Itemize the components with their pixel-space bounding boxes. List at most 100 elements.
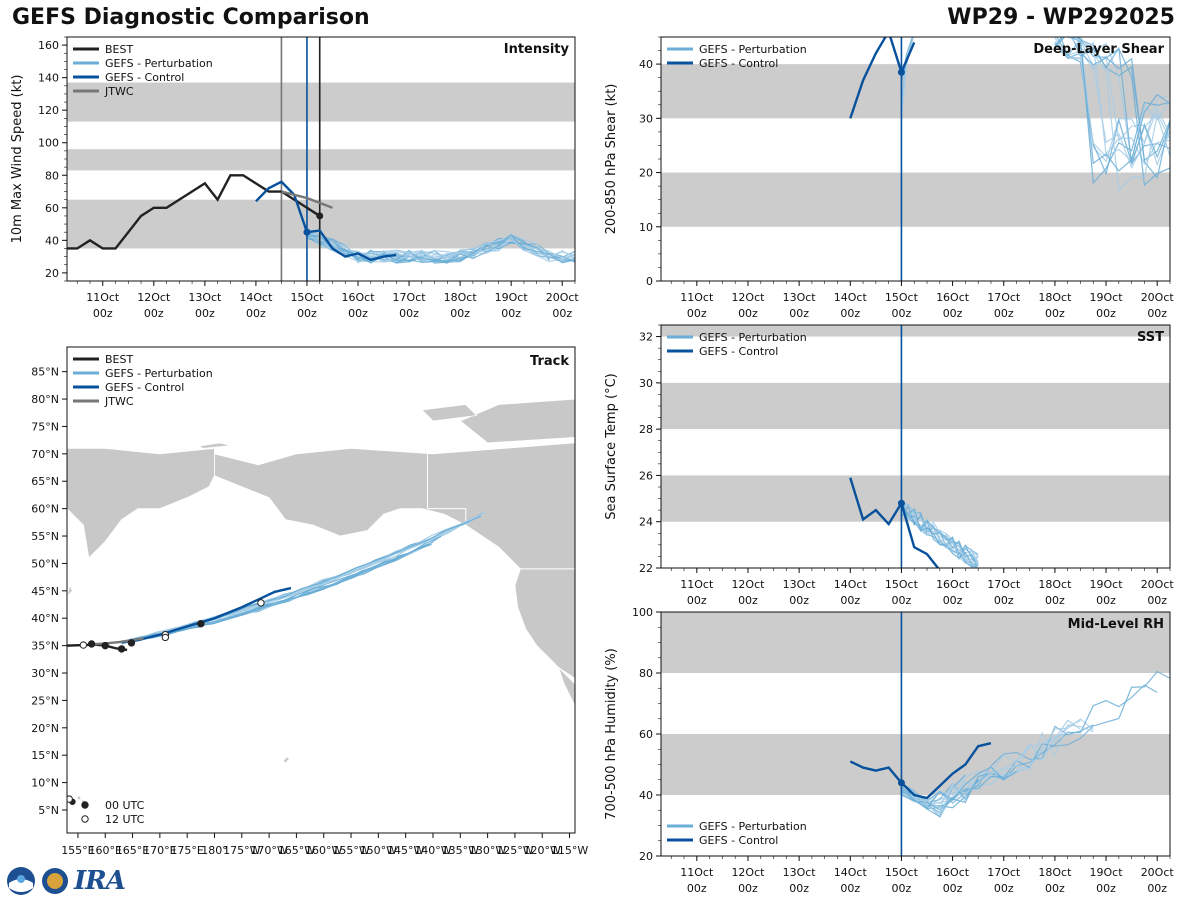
rh-xtick-hour: 00z bbox=[789, 882, 809, 895]
intensity-ytick-label: 140 bbox=[38, 72, 59, 85]
sst-ylabel: Sea Surface Temp (°C) bbox=[604, 373, 619, 520]
track-xtick-label: 115°W bbox=[551, 844, 588, 857]
track-xtick-label: 175°W bbox=[223, 844, 260, 857]
track-ytick-label: 80°N bbox=[31, 393, 59, 406]
shear-xtick-hour: 00z bbox=[1147, 307, 1167, 320]
track-xtick-label: 140°W bbox=[414, 844, 451, 857]
intensity-legend-label: GEFS - Control bbox=[105, 71, 184, 84]
track-marker-legend-symbol bbox=[81, 801, 89, 809]
sst-xtick-day: 19Oct bbox=[1090, 578, 1124, 591]
rh-control-init-point bbox=[897, 779, 905, 787]
rh-xtick-day: 20Oct bbox=[1141, 866, 1175, 879]
track-ytick-label: 5°N bbox=[38, 804, 59, 817]
intensity-xtick-day: 14Oct bbox=[239, 291, 273, 304]
sst-xtick-hour: 00z bbox=[840, 594, 860, 607]
track-ytick-label: 25°N bbox=[31, 694, 59, 707]
shear-legend-label: GEFS - Control bbox=[699, 57, 778, 70]
shear-xtick-day: 17Oct bbox=[987, 291, 1021, 304]
rh-ylabel: 700-500 hPa Humidity (%) bbox=[604, 648, 619, 820]
sst-xtick-hour: 00z bbox=[1096, 594, 1116, 607]
track-perturbation-line bbox=[121, 515, 482, 643]
sst-xtick-hour: 00z bbox=[943, 594, 963, 607]
shear-xtick-day: 19Oct bbox=[1090, 291, 1124, 304]
shear-xtick-hour: 00z bbox=[994, 307, 1014, 320]
rh-plot-area bbox=[661, 612, 1170, 856]
track-xtick-label: 135°W bbox=[442, 844, 479, 857]
shear-perturbation-line bbox=[1059, 37, 1170, 162]
shear-xtick-hour: 00z bbox=[1045, 307, 1065, 320]
shear-plot-area bbox=[661, 37, 1170, 281]
rh-xtick-hour: 00z bbox=[1147, 882, 1167, 895]
shear-legend-label: GEFS - Perturbation bbox=[699, 43, 807, 56]
track-xtick-label: 155°E bbox=[61, 844, 94, 857]
track-xtick-label: 175°E bbox=[170, 844, 203, 857]
rh-xtick-day: 18Oct bbox=[1038, 866, 1072, 879]
shear-ylabel: 200-850 hPa Shear (kt) bbox=[604, 84, 619, 235]
shear-ytick-label: 10 bbox=[639, 221, 653, 234]
intensity-ytick-label: 120 bbox=[38, 104, 59, 117]
shear-xtick-hour: 00z bbox=[840, 307, 860, 320]
track-ytick-label: 35°N bbox=[31, 640, 59, 653]
shear-perturbation-line bbox=[1069, 37, 1170, 192]
rh-xtick-hour: 00z bbox=[892, 882, 912, 895]
track-xtick-label: 165°W bbox=[278, 844, 315, 857]
sst-xtick-day: 11Oct bbox=[680, 578, 714, 591]
intensity-band bbox=[67, 82, 575, 122]
intensity-series-best-ext bbox=[306, 206, 321, 217]
rh-xtick-hour: 00z bbox=[840, 882, 860, 895]
intensity-xtick-day: 12Oct bbox=[137, 291, 171, 304]
track-xtick-label: 170°W bbox=[250, 844, 287, 857]
track-perturbation-line bbox=[121, 518, 475, 642]
sst-xtick-day: 14Oct bbox=[834, 578, 868, 591]
sst-ytick-label: 28 bbox=[639, 423, 653, 436]
track-control-line bbox=[121, 586, 292, 644]
sst-ytick-label: 24 bbox=[639, 516, 653, 529]
rh-xtick-hour: 00z bbox=[943, 882, 963, 895]
track-xtick-label: 125°W bbox=[496, 844, 533, 857]
shear-ytick-label: 0 bbox=[646, 275, 653, 288]
intensity-ytick-label: 20 bbox=[45, 267, 59, 280]
sst-xtick-day: 17Oct bbox=[987, 578, 1021, 591]
intensity-best-point bbox=[316, 212, 324, 220]
intensity-xtick-day: 13Oct bbox=[188, 291, 222, 304]
rh-ytick-label: 60 bbox=[639, 728, 653, 741]
land-canada-north bbox=[459, 398, 575, 444]
sst-legend-label: GEFS - Perturbation bbox=[699, 331, 807, 344]
track-marker bbox=[197, 619, 205, 628]
shear-band bbox=[661, 64, 1170, 119]
sst-xtick-day: 18Oct bbox=[1038, 578, 1072, 591]
sst-title: SST bbox=[1137, 330, 1164, 345]
track-xtick-label: 120°W bbox=[524, 844, 561, 857]
track-xtick-label: 160°E bbox=[89, 844, 122, 857]
rh-perturbation-line bbox=[901, 720, 1081, 816]
rh-xtick-day: 12Oct bbox=[731, 866, 765, 879]
sst-perturbation-line bbox=[900, 499, 979, 568]
track-perturbation-line bbox=[121, 518, 473, 644]
track-ytick-label: 50°N bbox=[31, 557, 59, 570]
rh-xtick-day: 15Oct bbox=[885, 866, 919, 879]
track-marker bbox=[87, 640, 96, 648]
intensity-series-gefs-control bbox=[255, 180, 397, 262]
intensity-control-init-point bbox=[303, 228, 311, 236]
rh-ytick-label: 80 bbox=[639, 667, 653, 680]
rh-ytick-label: 20 bbox=[639, 850, 653, 863]
intensity-xtick-hour: 00z bbox=[297, 307, 317, 320]
sst-xtick-hour: 00z bbox=[1147, 594, 1167, 607]
shear-perturbation-line bbox=[1054, 43, 1170, 187]
track-marker-legend-symbol bbox=[81, 815, 89, 823]
sst-ytick-label: 32 bbox=[639, 331, 653, 344]
intensity-xtick-hour: 00z bbox=[93, 307, 113, 320]
track-ytick-label: 55°N bbox=[31, 530, 59, 543]
intensity-perturbation-line bbox=[306, 229, 575, 264]
land-alaska bbox=[214, 442, 575, 570]
sst-legend-label: GEFS - Control bbox=[699, 345, 778, 358]
track-xtick-label: 170°E bbox=[143, 844, 176, 857]
island bbox=[285, 757, 289, 761]
shear-perturbation-line bbox=[1054, 37, 1170, 163]
shear-xtick-hour: 00z bbox=[943, 307, 963, 320]
sst-plot-area bbox=[661, 325, 1170, 568]
rh-ytick-label: 100 bbox=[632, 606, 653, 619]
intensity-ytick-label: 100 bbox=[38, 137, 59, 150]
intensity-panel: 20 40 60 80 100 120 140 160 11Oct 00z 12Oct 00z 13Oc… bbox=[10, 36, 579, 320]
track-xtick-label: 155°W bbox=[332, 844, 369, 857]
